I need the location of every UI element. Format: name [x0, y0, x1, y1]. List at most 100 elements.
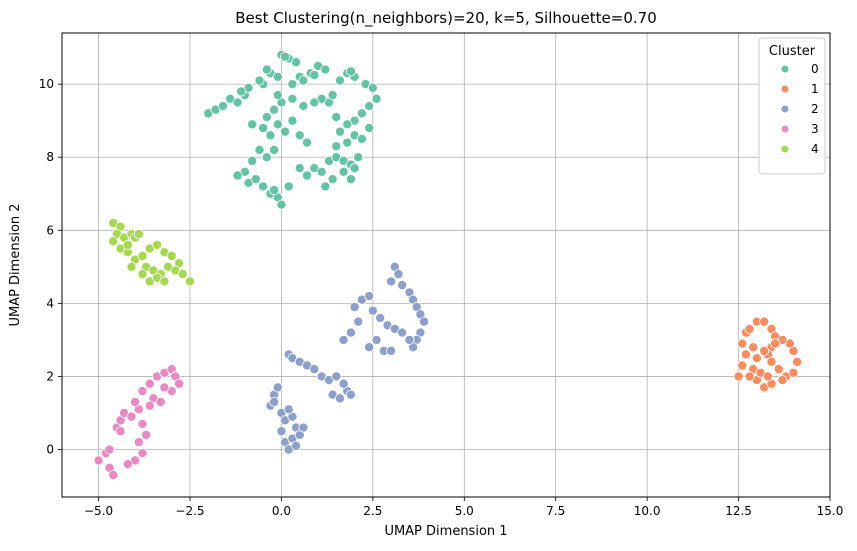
- legend-marker-cluster-4: [780, 144, 790, 154]
- data-point-cluster-0: [298, 101, 309, 112]
- ticks-layer: −5.0 −2.5 0.0 2.5 5.0 7.5 10.0 12.5 15.0 0 2 4 6 8 10: [39, 77, 844, 518]
- data-point-cluster-2: [338, 334, 349, 345]
- data-point-cluster-2: [367, 305, 378, 316]
- data-point-cluster-1: [733, 371, 744, 382]
- data-point-cluster-0: [364, 101, 375, 112]
- data-point-cluster-4: [108, 236, 119, 247]
- x-tick-label: 15.0: [817, 504, 844, 518]
- data-point-cluster-0: [364, 122, 375, 133]
- data-point-cluster-4: [177, 269, 188, 280]
- data-point-cluster-0: [327, 174, 338, 185]
- data-point-cluster-0: [309, 97, 320, 108]
- legend-title: Cluster: [769, 44, 816, 59]
- y-tick-label: 10: [39, 77, 54, 91]
- legend-label-cluster-4: 4: [811, 142, 819, 156]
- data-point-cluster-1: [792, 356, 803, 367]
- y-tick-label: 0: [46, 443, 54, 457]
- data-point-cluster-3: [133, 437, 144, 448]
- data-point-cluster-1: [751, 353, 762, 364]
- data-point-cluster-3: [144, 400, 155, 411]
- data-point-cluster-4: [126, 261, 137, 272]
- data-point-cluster-1: [744, 323, 755, 334]
- data-point-cluster-3: [137, 418, 148, 429]
- y-tick-label: 8: [46, 150, 54, 164]
- data-point-cluster-0: [302, 170, 313, 181]
- data-point-cluster-2: [364, 291, 375, 302]
- data-point-cluster-2: [364, 342, 375, 353]
- data-point-cluster-0: [232, 97, 243, 108]
- data-point-cluster-2: [272, 382, 283, 393]
- data-point-cluster-2: [276, 426, 287, 437]
- data-point-cluster-0: [287, 115, 298, 126]
- data-point-cluster-2: [345, 327, 356, 338]
- legend-marker-cluster-1: [780, 84, 790, 94]
- data-point-cluster-2: [269, 397, 280, 408]
- data-point-cluster-1: [740, 349, 751, 360]
- data-point-cluster-0: [345, 174, 356, 185]
- legend-marker-cluster-3: [780, 124, 790, 134]
- data-point-cluster-0: [334, 75, 345, 86]
- data-point-cluster-3: [93, 455, 104, 466]
- legend-label-cluster-1: 1: [811, 82, 819, 96]
- data-point-cluster-0: [272, 119, 283, 130]
- data-point-cluster-0: [320, 64, 331, 75]
- data-point-cluster-1: [788, 367, 799, 378]
- data-point-cluster-1: [773, 364, 784, 375]
- data-point-cluster-4: [184, 276, 195, 287]
- data-point-cluster-2: [386, 345, 397, 356]
- plot-frame: [61, 32, 831, 498]
- data-point-cluster-3: [141, 429, 152, 440]
- data-point-cluster-0: [294, 163, 305, 174]
- data-point-cluster-2: [291, 440, 302, 451]
- legend-label-cluster-0: 0: [811, 62, 819, 76]
- data-point-cluster-1: [759, 316, 770, 327]
- data-point-cluster-2: [404, 334, 415, 345]
- data-point-cluster-4: [133, 228, 144, 239]
- data-point-cluster-1: [770, 338, 781, 349]
- data-point-cluster-1: [759, 345, 770, 356]
- data-point-cluster-0: [283, 181, 294, 192]
- data-point-cluster-0: [331, 141, 342, 152]
- data-point-cluster-0: [272, 90, 283, 101]
- data-point-cluster-2: [283, 404, 294, 415]
- data-point-cluster-0: [342, 137, 353, 148]
- data-point-cluster-0: [261, 112, 272, 123]
- data-point-cluster-0: [298, 75, 309, 86]
- data-point-cluster-0: [371, 93, 382, 104]
- data-point-cluster-0: [217, 101, 228, 112]
- data-point-cluster-0: [349, 163, 360, 174]
- data-point-cluster-3: [137, 386, 148, 397]
- data-point-cluster-4: [166, 250, 177, 261]
- data-point-cluster-1: [766, 356, 777, 367]
- x-tick-label: −2.5: [175, 504, 204, 518]
- data-point-cluster-0: [320, 181, 331, 192]
- data-point-cluster-4: [137, 250, 148, 261]
- data-point-cluster-1: [737, 338, 748, 349]
- data-point-cluster-0: [258, 181, 269, 192]
- data-point-cluster-0: [280, 126, 291, 137]
- data-point-cluster-0: [294, 130, 305, 141]
- y-axis-label: UMAP Dimension 2: [8, 203, 23, 326]
- data-point-cluster-2: [371, 334, 382, 345]
- legend-label-cluster-3: 3: [811, 122, 819, 136]
- data-point-cluster-0: [291, 57, 302, 68]
- legend-marker-cluster-2: [780, 104, 790, 114]
- x-tick-label: 10.0: [634, 504, 661, 518]
- x-tick-label: 5.0: [455, 504, 474, 518]
- data-point-cluster-0: [254, 75, 265, 86]
- data-point-cluster-2: [349, 302, 360, 313]
- data-point-cluster-2: [419, 316, 430, 327]
- data-point-cluster-2: [386, 276, 397, 287]
- data-point-cluster-0: [269, 104, 280, 115]
- data-point-cluster-0: [272, 71, 283, 82]
- data-point-cluster-0: [280, 51, 291, 62]
- data-point-cluster-0: [276, 199, 287, 210]
- data-point-cluster-0: [250, 174, 261, 185]
- data-point-cluster-0: [353, 152, 364, 163]
- y-tick-label: 2: [46, 369, 54, 383]
- x-tick-label: 2.5: [363, 504, 382, 518]
- data-point-cluster-3: [104, 444, 115, 455]
- data-point-cluster-0: [269, 185, 280, 196]
